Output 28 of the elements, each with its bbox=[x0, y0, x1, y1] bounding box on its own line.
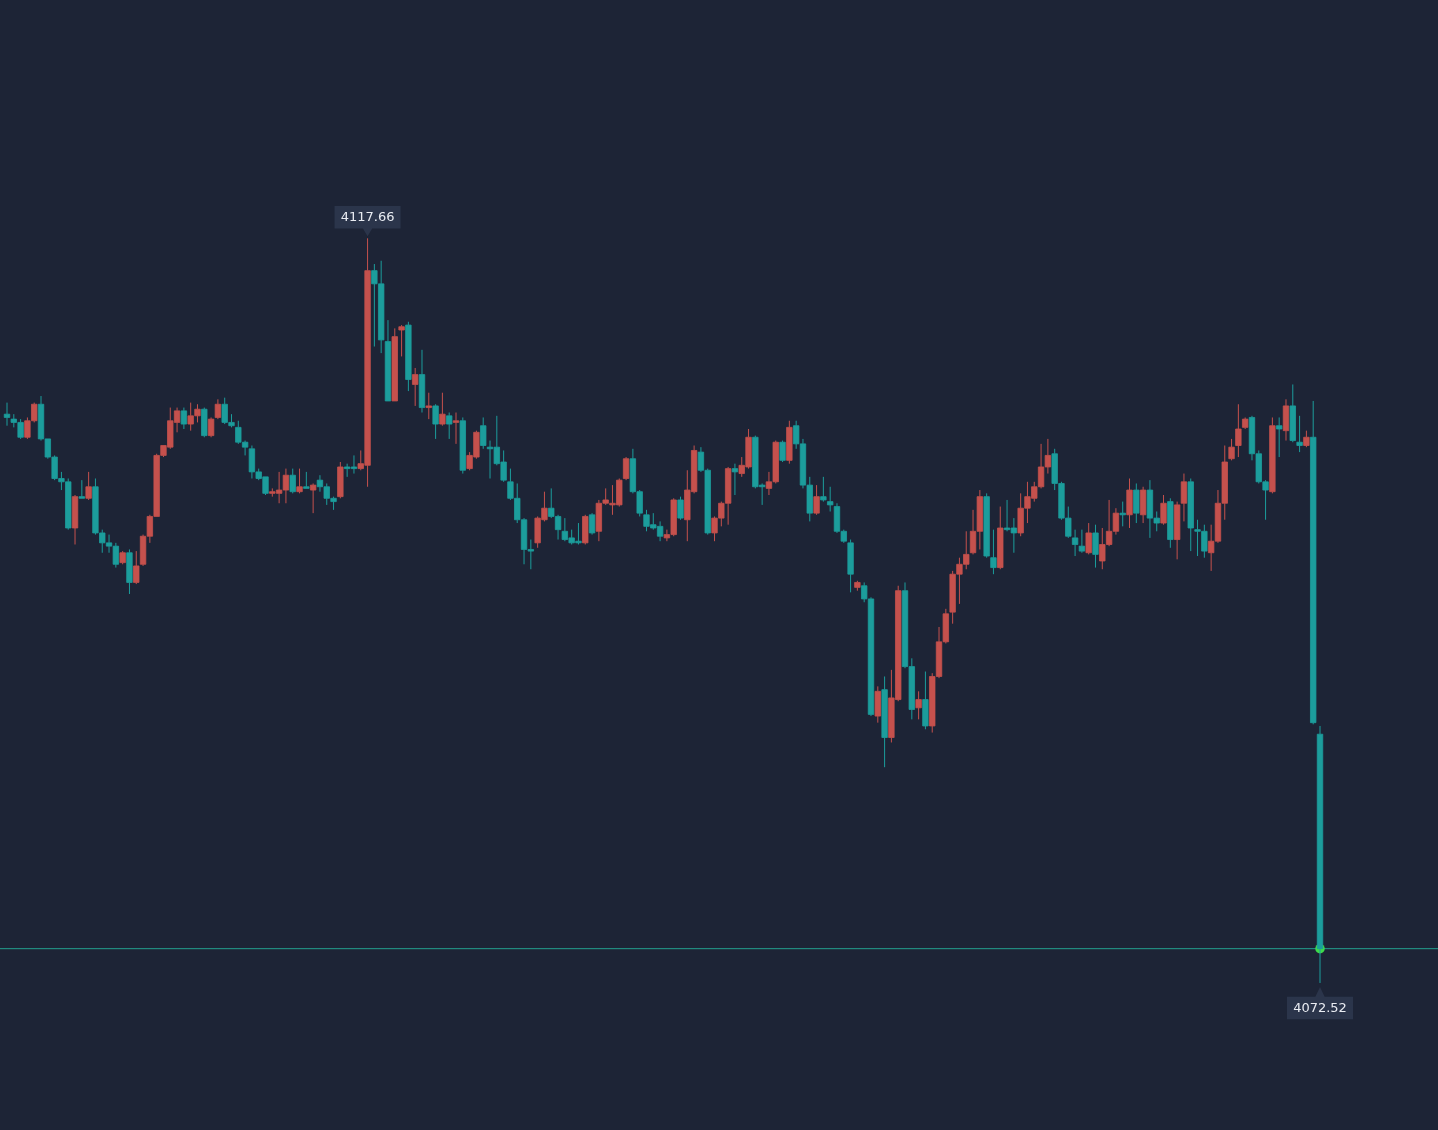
candlestick bbox=[425, 392, 432, 420]
candlestick bbox=[588, 512, 596, 536]
candlestick bbox=[418, 349, 426, 414]
candlestick bbox=[126, 548, 133, 595]
annotation: 4117.66 bbox=[340, 209, 395, 225]
candlestick bbox=[1139, 486, 1147, 524]
candlestick bbox=[452, 412, 460, 445]
candlestick bbox=[731, 463, 739, 496]
candlestick bbox=[459, 416, 466, 475]
candlestick bbox=[1235, 403, 1242, 458]
candlestick bbox=[915, 690, 922, 720]
candlestick bbox=[1071, 529, 1079, 557]
candlestick bbox=[3, 402, 11, 427]
candlestick bbox=[309, 482, 317, 514]
candlestick bbox=[480, 416, 487, 450]
candlestick bbox=[1173, 501, 1181, 560]
candlestick bbox=[214, 398, 222, 420]
candlestick bbox=[207, 416, 215, 438]
candlestick bbox=[1180, 473, 1188, 522]
candlestick bbox=[1276, 416, 1283, 458]
candlestick bbox=[71, 494, 79, 545]
candlestick bbox=[1078, 529, 1086, 554]
candlestick bbox=[881, 675, 888, 768]
candlestick bbox=[1167, 497, 1174, 549]
candlestick bbox=[622, 456, 630, 481]
candlestick bbox=[1282, 398, 1290, 442]
annotation: 4072.52 bbox=[1293, 1000, 1347, 1015]
candlestick bbox=[180, 407, 188, 430]
